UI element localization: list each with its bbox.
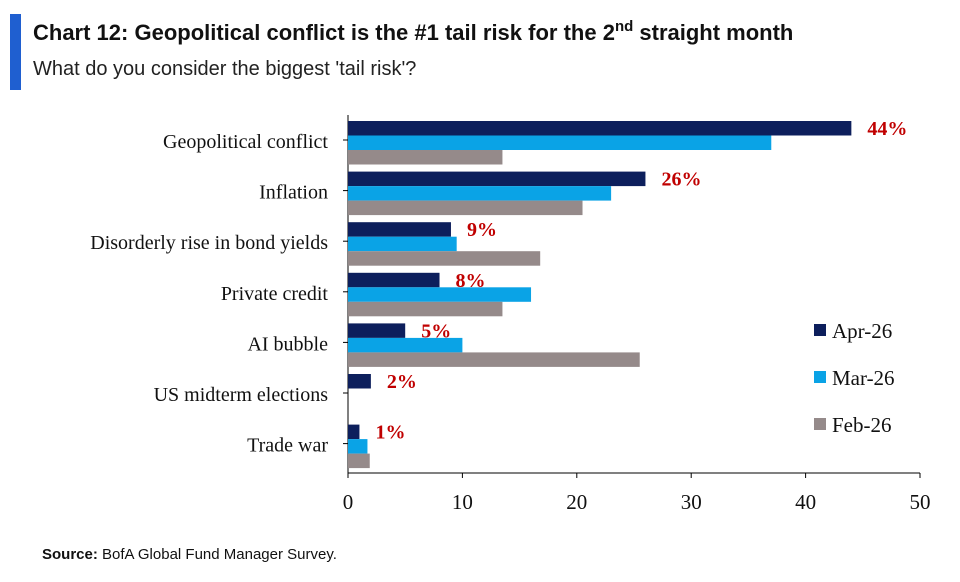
category-label: Trade war (247, 435, 328, 457)
x-tick-label: 50 (910, 490, 931, 514)
category-label: Private credit (221, 283, 329, 305)
x-tick-label: 0 (343, 490, 354, 514)
legend-label: Apr-26 (832, 319, 892, 343)
bar-feb-26 (348, 301, 503, 317)
chart-title-superscript: nd (614, 18, 634, 35)
bar-mar-26 (348, 439, 368, 454)
title-accent-bar (10, 14, 21, 90)
x-tick-label: 30 (681, 490, 702, 514)
bar-apr-26 (348, 424, 360, 440)
bar-mar-26 (348, 337, 463, 353)
bar-feb-26 (348, 352, 640, 367)
bar-feb-26 (348, 251, 541, 266)
legend-swatch-mar-26 (814, 371, 826, 383)
chart-title-tail: straight month (633, 20, 794, 45)
bar-mar-26 (348, 287, 532, 302)
chart-subtitle: What do you consider the biggest 'tail r… (33, 58, 417, 80)
bar-apr-26 (348, 222, 451, 237)
bar-apr-26 (348, 121, 852, 136)
bar-mar-26 (348, 186, 612, 201)
data-label: 1% (375, 422, 405, 444)
chart-title-main: Chart 12: Geopolitical conflict is the #… (33, 20, 615, 45)
category-label: AI bubble (247, 333, 328, 355)
bar-mar-26 (348, 135, 772, 150)
data-label: 26% (661, 169, 701, 191)
category-label: Disorderly rise in bond yields (90, 232, 328, 254)
bar-apr-26 (348, 374, 371, 389)
source-text: BofA Global Fund Manager Survey. (97, 546, 337, 563)
x-tick-label: 20 (566, 490, 587, 514)
legend-swatch-feb-26 (814, 418, 826, 430)
legend-swatch-apr-26 (814, 324, 826, 336)
bar-feb-26 (348, 200, 583, 216)
legend-label: Feb-26 (832, 413, 892, 437)
data-label: 9% (467, 219, 497, 241)
chart-title: Chart 12: Geopolitical conflict is the #… (33, 18, 793, 46)
bar-feb-26 (348, 150, 503, 165)
source-label: Source: (42, 546, 98, 563)
bar-apr-26 (348, 323, 406, 338)
data-label: 8% (456, 270, 486, 292)
source-note: Source: BofA Global Fund Manager Survey. (42, 546, 337, 563)
legend-label: Mar-26 (832, 366, 895, 390)
category-label: Geopolitical conflict (163, 131, 328, 153)
bar-apr-26 (348, 171, 646, 187)
x-tick-label: 10 (452, 490, 473, 514)
bar-feb-26 (348, 453, 370, 469)
data-label: 2% (387, 371, 417, 393)
bar-apr-26 (348, 272, 440, 288)
category-label: Inflation (259, 182, 328, 204)
x-tick-label: 40 (795, 490, 816, 514)
bar-mar-26 (348, 236, 457, 252)
data-label: 44% (867, 118, 907, 140)
category-label: US midterm elections (154, 384, 329, 406)
data-label: 5% (421, 320, 451, 342)
